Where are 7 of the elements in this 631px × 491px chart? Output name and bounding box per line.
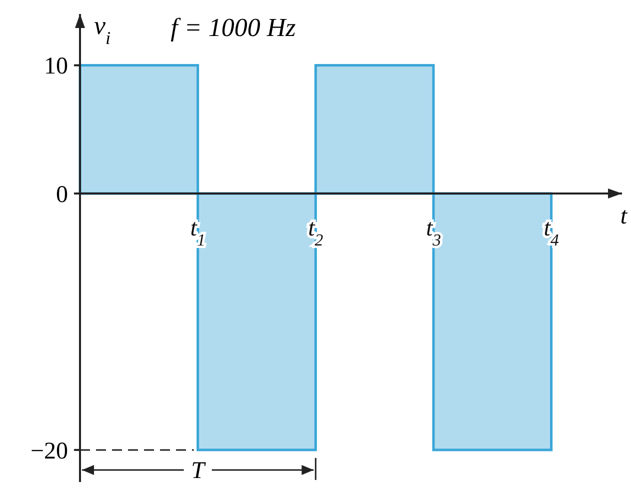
y-axis-title: v$_{i}$ [94, 11, 111, 48]
y-tick-label: 10 [44, 54, 68, 80]
x-axis-title: t [620, 204, 628, 230]
y-tick-label: 0 [56, 182, 68, 208]
y-tick-label: −20 [30, 438, 68, 464]
annotation: T [191, 458, 206, 484]
annotation: f = 1000 Hz [170, 13, 296, 42]
